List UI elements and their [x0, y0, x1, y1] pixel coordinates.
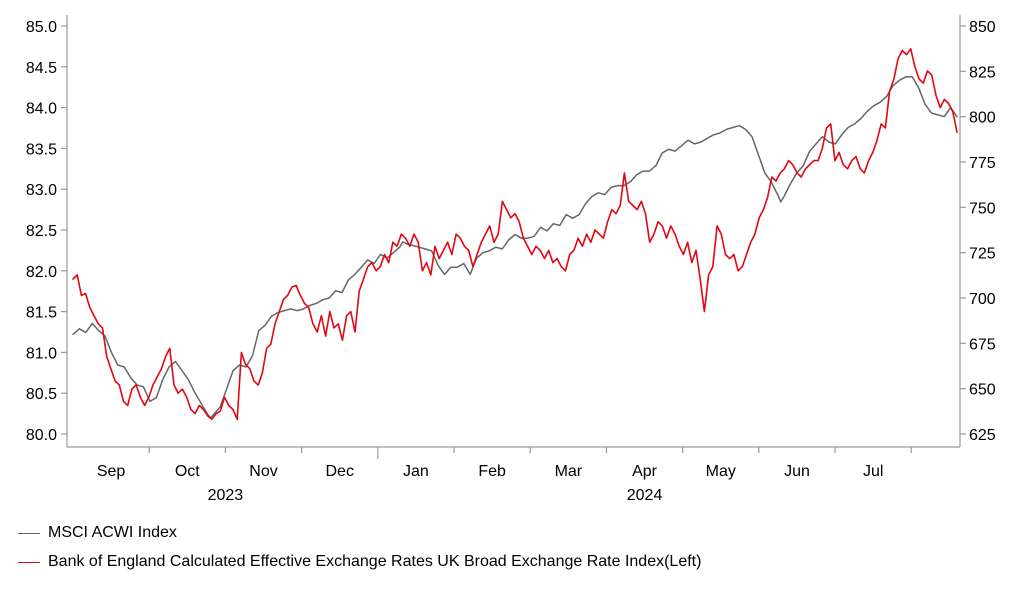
- right-tick-label: 625: [969, 427, 996, 444]
- legend-swatch-msci: [18, 532, 40, 534]
- year-label: 2024: [627, 487, 663, 504]
- left-tick-label: 84.5: [26, 60, 57, 77]
- right-tick-label: 700: [969, 291, 996, 308]
- legend-label-boe: Bank of England Calculated Effective Exc…: [48, 553, 702, 570]
- left-tick-label: 82.0: [26, 264, 57, 281]
- plot-frame: [66, 15, 961, 448]
- month-label: Sep: [97, 463, 126, 480]
- right-tick-label: 725: [969, 246, 996, 263]
- month-label: Feb: [478, 463, 506, 480]
- month-label: Apr: [632, 463, 658, 480]
- month-label: Jun: [784, 463, 810, 480]
- right-tick-label: 800: [969, 110, 996, 127]
- left-tick-label: 81.0: [26, 345, 57, 362]
- series-line-boe: [72, 47, 958, 421]
- month-label: Jan: [403, 463, 429, 480]
- right-tick-label: 675: [969, 336, 996, 353]
- left-tick-label: 84.0: [26, 101, 57, 118]
- left-tick-label: 83.5: [26, 141, 57, 158]
- right-tick-label: 750: [969, 200, 996, 217]
- legend-label-msci: MSCI ACWI Index: [48, 524, 177, 541]
- right-tick-label: 850: [969, 19, 996, 36]
- legend-item-boe: Bank of England Calculated Effective Exc…: [18, 553, 701, 571]
- left-axis: 85.0 84.5 84.0 83.5 83.0 82.5 82.0 81.5 81.0 80.5…: [26, 19, 67, 444]
- left-tick-label: 85.0: [26, 19, 57, 36]
- right-tick-label: 775: [969, 155, 996, 172]
- right-tick-label: 650: [969, 382, 996, 399]
- right-axis: 850 825 800 775 750 725 700 675 650 625: [960, 19, 996, 444]
- month-label: Nov: [249, 463, 277, 480]
- month-label: Mar: [555, 463, 583, 480]
- x-axis: Sep Oct Nov Dec Jan Feb Mar Apr May Jun Jul 2023 202…: [97, 447, 912, 504]
- year-label: 2023: [208, 487, 244, 504]
- month-label: Oct: [175, 463, 200, 480]
- month-label: Jul: [863, 463, 883, 480]
- legend-item-msci: MSCI ACWI Index: [18, 524, 177, 542]
- left-tick-label: 81.5: [26, 305, 57, 322]
- left-tick-label: 83.0: [26, 182, 57, 199]
- left-tick-label: 80.0: [26, 427, 57, 444]
- left-tick-label: 80.5: [26, 386, 57, 403]
- month-label: May: [706, 463, 736, 480]
- right-tick-label: 825: [969, 64, 996, 81]
- series-line-msci: [72, 76, 958, 419]
- series-group: [72, 47, 958, 421]
- month-label: Dec: [325, 463, 353, 480]
- legend-swatch-boe: [18, 561, 40, 563]
- left-tick-label: 82.5: [26, 223, 57, 240]
